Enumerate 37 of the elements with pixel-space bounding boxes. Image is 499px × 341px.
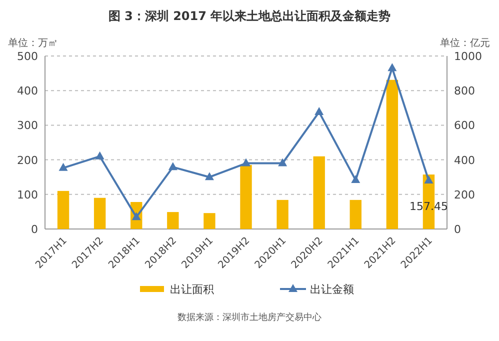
bar [204,213,216,229]
point [95,151,104,160]
legend-label: 出让面积 [170,283,214,296]
point [314,107,324,116]
bar [386,80,398,229]
point [168,162,178,170]
y-tick-label: 200 [17,154,38,167]
chart-title: 图 3：深圳 2017 年以来土地总出让面积及金额走势 [108,9,391,23]
y2-tick-label: 1000 [454,50,482,63]
bar [313,156,325,229]
y2-tick-label: 400 [454,154,475,167]
point [388,63,397,72]
y2-tick-label: 0 [454,223,461,236]
point [204,172,214,180]
point [424,176,434,184]
y-tick-label: 0 [31,223,38,236]
bar [240,164,252,229]
y-tick-label: 300 [17,119,38,132]
bar [167,212,179,229]
y-tick-label: 100 [17,188,38,202]
bar [57,190,70,229]
y2-tick-label: 600 [454,119,475,132]
y-tick-label: 500 [17,50,38,63]
legend-label: 出让金额 [310,283,354,296]
source-note: 数据来源：深圳市土地房产交易中心 [178,312,322,323]
y-tick-label: 400 [17,84,38,98]
point [242,158,250,166]
point [351,175,360,184]
y-axis-title: 单位：万㎡ [8,37,58,49]
point [278,158,288,166]
point [58,162,68,171]
bar [94,198,106,229]
bar [276,200,288,229]
y2-axis-title: 单位：亿元 [440,37,490,49]
bar [350,200,362,229]
y2-tick-label: 800 [454,84,475,98]
y2-tick-label: 200 [454,188,475,202]
